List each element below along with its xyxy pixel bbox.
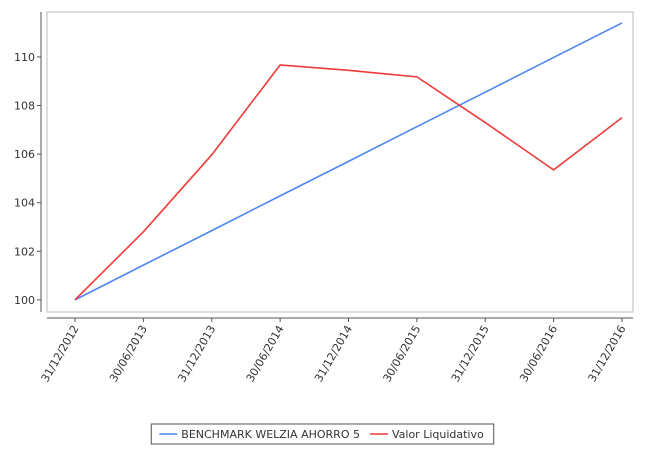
- x-tick-label: 31/12/2013: [175, 323, 218, 384]
- y-tick-label: 108: [14, 100, 35, 113]
- line-series: [74, 64, 623, 301]
- x-tick-label: 31/12/2016: [586, 323, 629, 384]
- y-tick-label: 102: [14, 245, 35, 258]
- y-tick-label: 100: [14, 294, 35, 307]
- y-tick-label: 104: [14, 197, 35, 210]
- line-series: [74, 22, 623, 301]
- x-tick-label: 31/12/2014: [312, 323, 355, 384]
- x-tick-label: 30/06/2015: [381, 323, 424, 384]
- x-tick-label: 30/06/2016: [517, 323, 560, 384]
- legend: BENCHMARK WELZIA AHORRO 5 Valor Liquidati…: [150, 423, 495, 445]
- legend-box: [150, 423, 495, 445]
- y-tick-label: 106: [14, 148, 35, 161]
- plot-area: [46, 11, 634, 313]
- x-tick-label: 30/06/2013: [107, 323, 150, 384]
- x-tick-label: 30/06/2014: [244, 323, 287, 384]
- legend-label: Valor Liquidativo: [392, 428, 484, 441]
- x-tick-label: 31/12/2015: [449, 323, 492, 384]
- legend-label: BENCHMARK WELZIA AHORRO 5: [181, 428, 360, 441]
- y-tick-label: 110: [14, 51, 35, 64]
- x-tick-label: 31/12/2012: [39, 323, 82, 384]
